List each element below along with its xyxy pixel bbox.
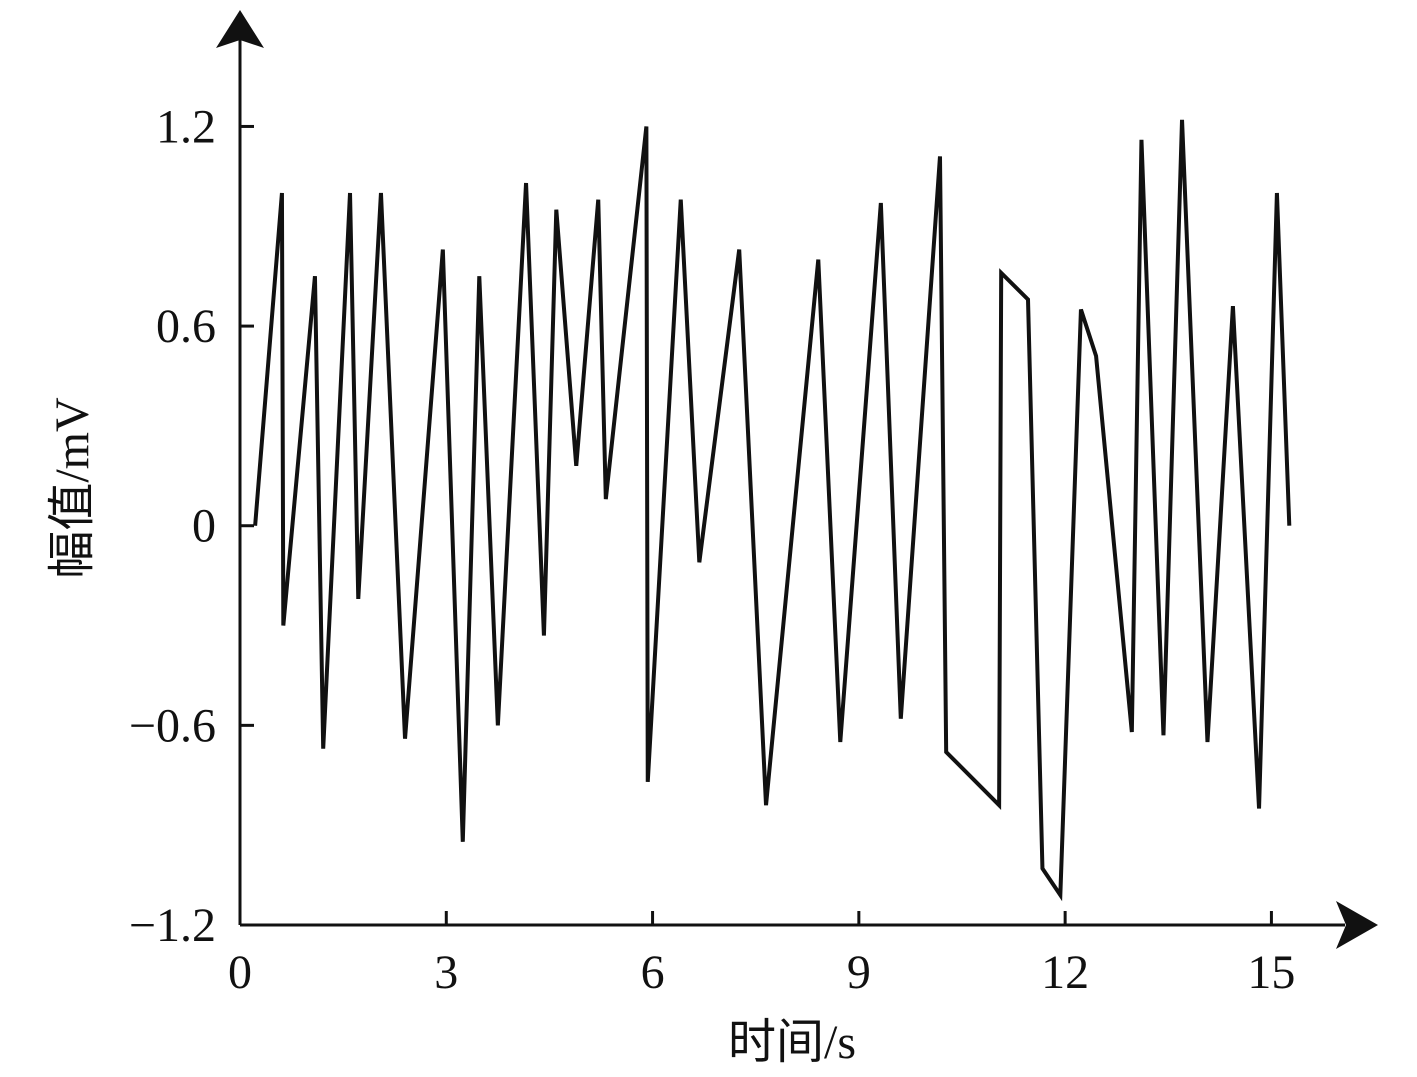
x-tick-label: 12 [1041, 946, 1089, 999]
y-axis-arrow [216, 10, 264, 48]
y-tick-label: 1.2 [156, 100, 216, 153]
y-tick-label: −0.6 [129, 699, 216, 752]
x-tick-label: 0 [228, 946, 252, 999]
x-tick-label: 9 [847, 946, 871, 999]
y-tick-label: −1.2 [129, 899, 216, 952]
data-line [253, 119, 1292, 902]
x-tick-label: 15 [1247, 946, 1295, 999]
x-axis-arrow [1336, 901, 1378, 949]
y-tick-label: 0.6 [156, 300, 216, 353]
y-tick-label: 0 [192, 500, 216, 553]
x-axis-label: 时间/s [728, 1016, 856, 1069]
y-axis-label: 幅值/mV [46, 397, 99, 579]
x-tick-label: 3 [434, 946, 458, 999]
x-tick-label: 6 [641, 946, 665, 999]
